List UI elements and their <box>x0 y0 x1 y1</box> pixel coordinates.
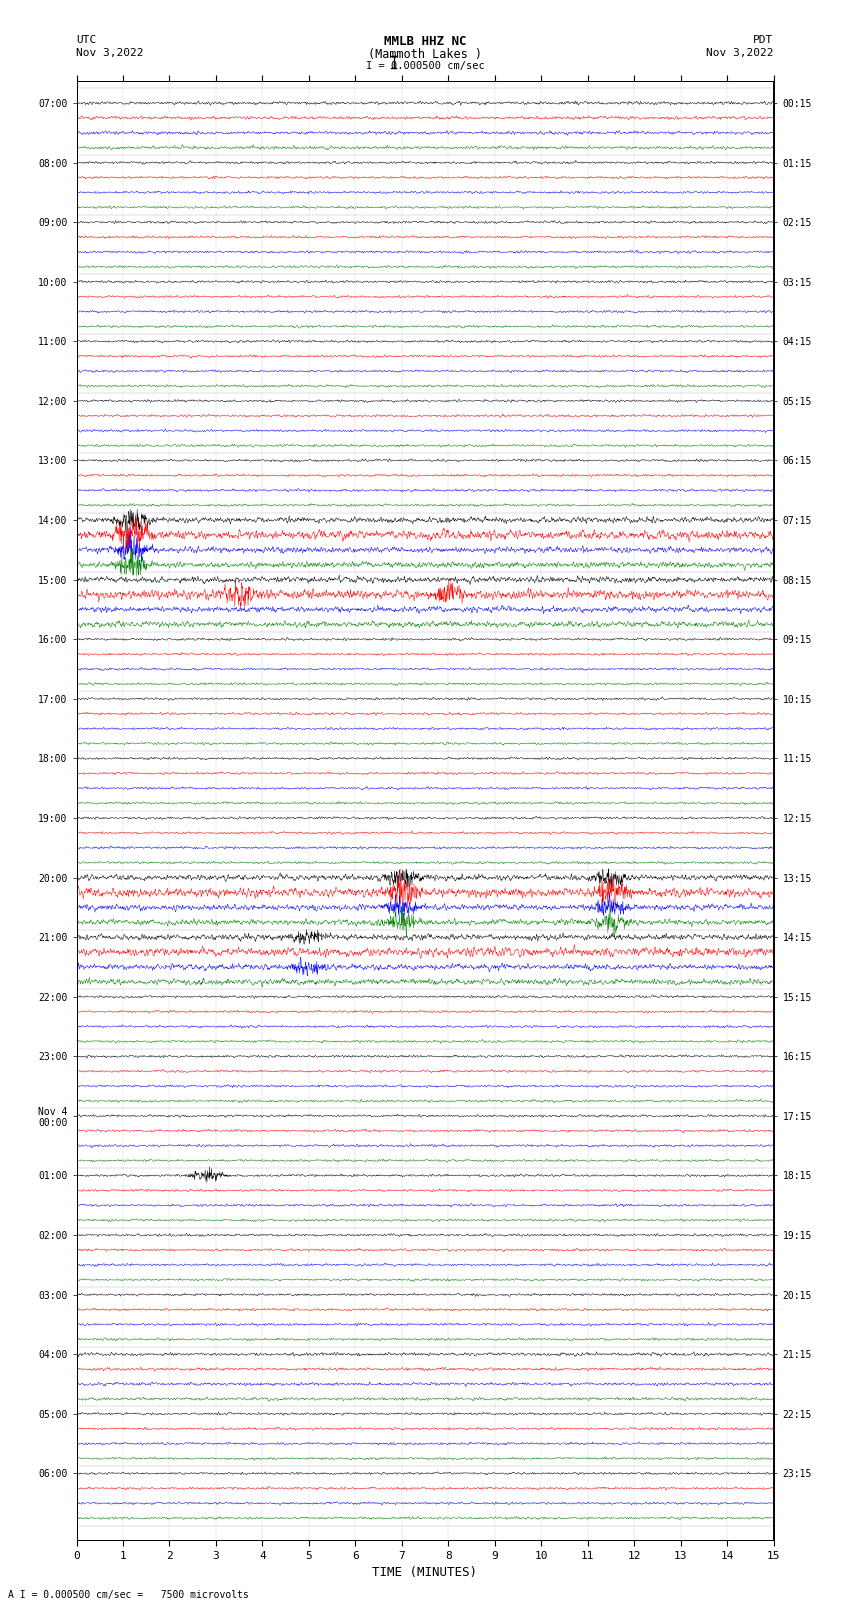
Text: I = 0.000500 cm/sec: I = 0.000500 cm/sec <box>366 61 484 71</box>
Text: UTC: UTC <box>76 35 97 45</box>
Text: MMLB HHZ NC: MMLB HHZ NC <box>383 35 467 48</box>
Text: (Mammoth Lakes ): (Mammoth Lakes ) <box>368 48 482 61</box>
X-axis label: TIME (MINUTES): TIME (MINUTES) <box>372 1566 478 1579</box>
Text: A I = 0.000500 cm/sec =   7500 microvolts: A I = 0.000500 cm/sec = 7500 microvolts <box>8 1590 249 1600</box>
Text: Nov 3,2022: Nov 3,2022 <box>76 48 144 58</box>
Text: PDT: PDT <box>753 35 774 45</box>
Text: Nov 3,2022: Nov 3,2022 <box>706 48 774 58</box>
